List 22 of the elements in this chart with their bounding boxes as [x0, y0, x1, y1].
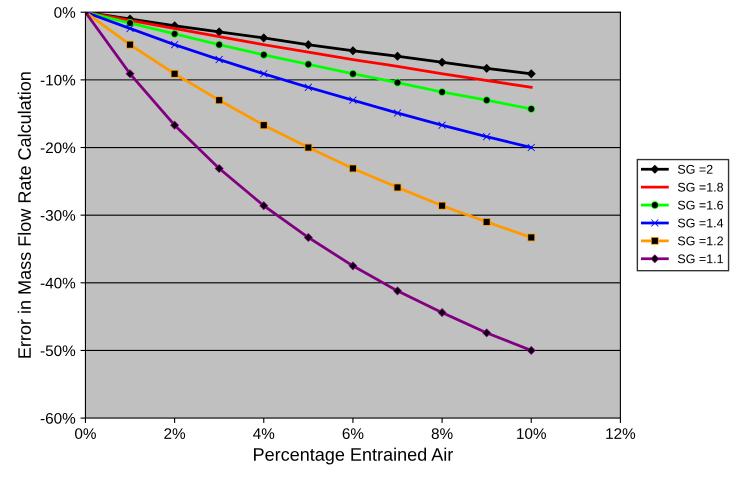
y-axis-title: Error in Mass Flow Rate Calculation	[18, 72, 31, 358]
y-tick-label: -10%	[40, 74, 76, 86]
x-tick-label: 10%	[517, 428, 546, 440]
x-tick-label: 8%	[432, 428, 453, 440]
x-tick-label: 12%	[606, 428, 636, 439]
y-tick-label: -30%	[40, 210, 76, 221]
y-tick-label: -50%	[40, 345, 76, 356]
legend-label: SG =1.2	[678, 236, 723, 246]
legend-label: SG =1.1	[678, 254, 723, 264]
legend-label: SG =1.6	[678, 200, 724, 210]
x-tick-label: 0%	[75, 428, 96, 440]
y-tick-label: -40%	[40, 278, 76, 288]
legend-label: SG =1.4	[678, 218, 724, 228]
x-tick-label: 4%	[253, 428, 274, 439]
x-tick-label: 2%	[164, 428, 186, 439]
x-tick-label: 6%	[342, 428, 364, 440]
y-tick-label: -60%	[40, 412, 76, 424]
y-tick-label: 0%	[54, 7, 76, 18]
x-axis-title: Percentage Entrained Air	[254, 448, 454, 464]
legend-label: SG =2	[678, 164, 713, 174]
legend-label: SG =1.8	[678, 182, 724, 192]
y-tick-label: -20%	[40, 142, 76, 154]
